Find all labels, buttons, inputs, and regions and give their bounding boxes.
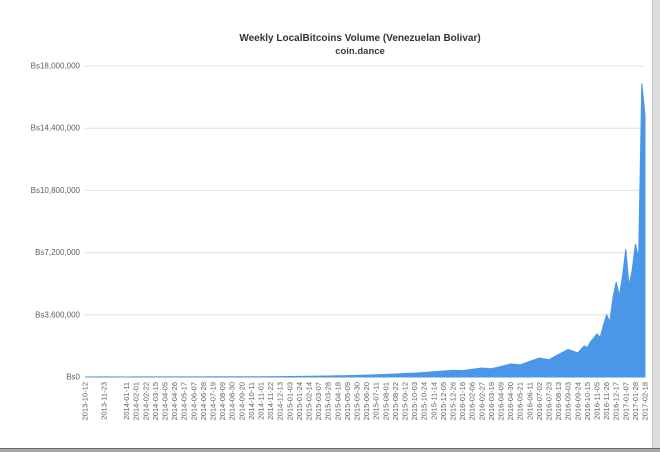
x-axis-label: 2016-03-19 [487, 382, 496, 420]
x-axis-label: 2016-04-09 [497, 382, 506, 420]
x-axis-labels: 2013-10-12 2013-11-23 2014-01-11 2014-02-01… [81, 382, 650, 420]
x-axis-label: 2014-12-13 [276, 382, 285, 420]
y-axis-label: Bs7,200,000 [35, 248, 80, 257]
x-axis-label: 2015-01-24 [295, 382, 304, 420]
x-axis-label: 2015-12-05 [439, 382, 448, 420]
chart-title: Weekly LocalBitcoins Volume (Venezuelan … [239, 33, 480, 44]
x-axis-label: 2015-03-07 [314, 382, 323, 420]
area-series[interactable] [84, 83, 646, 378]
gridlines [85, 65, 645, 378]
x-axis-label: 2016-11-05 [593, 382, 602, 420]
x-axis-label: 2015-04-18 [333, 382, 342, 420]
x-axis-label: 2016-04-30 [506, 382, 515, 420]
y-axis-label: Bs18,000,000 [31, 62, 81, 71]
x-axis-label: 2016-07-02 [535, 382, 544, 420]
y-axis-labels: Bs0 Bs3,600,000 Bs7,200,000 Bs10,800,000 Bs1… [31, 62, 81, 382]
y-axis-label: Bs0 [66, 373, 80, 382]
x-axis-label: 2016-11-26 [602, 382, 611, 420]
x-axis-label: 2017-01-07 [621, 382, 630, 420]
x-axis-label: 2015-05-30 [353, 382, 362, 420]
x-axis-label: 2014-11-22 [266, 382, 275, 420]
x-axis-label: 2015-01-03 [285, 382, 294, 420]
x-axis-label: 2015-06-20 [362, 382, 371, 420]
x-axis-label: 2015-07-11 [372, 382, 381, 420]
x-axis-label: 2016-09-03 [564, 382, 573, 420]
x-axis-label: 2014-03-15 [151, 382, 160, 420]
x-axis-label: 2015-11-14 [429, 382, 438, 420]
x-axis-label: 2014-10-11 [247, 382, 256, 420]
x-axis-label: 2015-10-03 [410, 382, 419, 420]
x-axis-label: 2017-01-28 [631, 382, 640, 420]
x-axis-label: 2013-10-12 [81, 382, 90, 420]
x-axis-label: 2014-04-26 [170, 382, 179, 420]
y-axis-label: Bs10,800,000 [31, 186, 81, 195]
x-axis-label: 2014-08-09 [218, 382, 227, 420]
x-axis-label: 2014-09-20 [237, 382, 246, 420]
x-axis-label: 2015-12-26 [449, 382, 458, 420]
x-axis-label: 2014-11-01 [257, 382, 266, 420]
window-edge-right [652, 0, 660, 448]
x-axis-label: 2015-02-14 [305, 382, 314, 420]
x-axis-label: 2016-02-27 [477, 382, 486, 420]
x-axis-label: 2016-05-21 [516, 382, 525, 420]
x-axis-label: 2014-06-28 [199, 382, 208, 420]
x-axis-label: 2015-03-28 [324, 382, 333, 420]
x-axis-label: 2016-01-16 [458, 382, 467, 420]
x-axis-label: 2016-07-23 [545, 382, 554, 420]
x-axis-label: 2015-08-22 [391, 382, 400, 420]
x-axis-label: 2016-08-13 [554, 382, 563, 420]
window-edge-bottom [0, 448, 660, 452]
y-axis-label: Bs3,600,000 [35, 310, 80, 319]
x-axis-label: 2014-06-07 [189, 382, 198, 420]
x-axis-label: 2013-11-23 [100, 382, 109, 420]
x-axis-label: 2014-05-17 [180, 382, 189, 420]
x-axis-label: 2016-10-15 [583, 382, 592, 420]
x-axis-label: 2015-05-09 [343, 382, 352, 420]
x-axis-label: 2015-10-24 [420, 382, 429, 420]
x-axis-label: 2015-08-01 [381, 382, 390, 420]
x-axis-label: 2014-02-22 [141, 382, 150, 420]
x-axis-label: 2014-01-11 [122, 382, 131, 420]
x-axis-label: 2016-09-24 [573, 382, 582, 420]
x-axis-label: 2014-08-30 [228, 382, 237, 420]
x-axis-label: 2017-02-18 [641, 382, 650, 420]
x-axis-label: 2016-06-11 [525, 382, 534, 420]
x-axis-label: 2016-02-06 [468, 382, 477, 420]
x-axis-label: 2015-09-12 [401, 382, 410, 420]
chart-subtitle: coin.dance [335, 46, 385, 57]
y-axis-label: Bs14,400,000 [31, 124, 81, 133]
x-axis-label: 2016-12-17 [612, 382, 621, 420]
x-axis-label: 2014-04-05 [161, 382, 170, 420]
x-axis-label: 2014-07-19 [209, 382, 218, 420]
x-axis-label: 2014-02-01 [132, 382, 141, 420]
